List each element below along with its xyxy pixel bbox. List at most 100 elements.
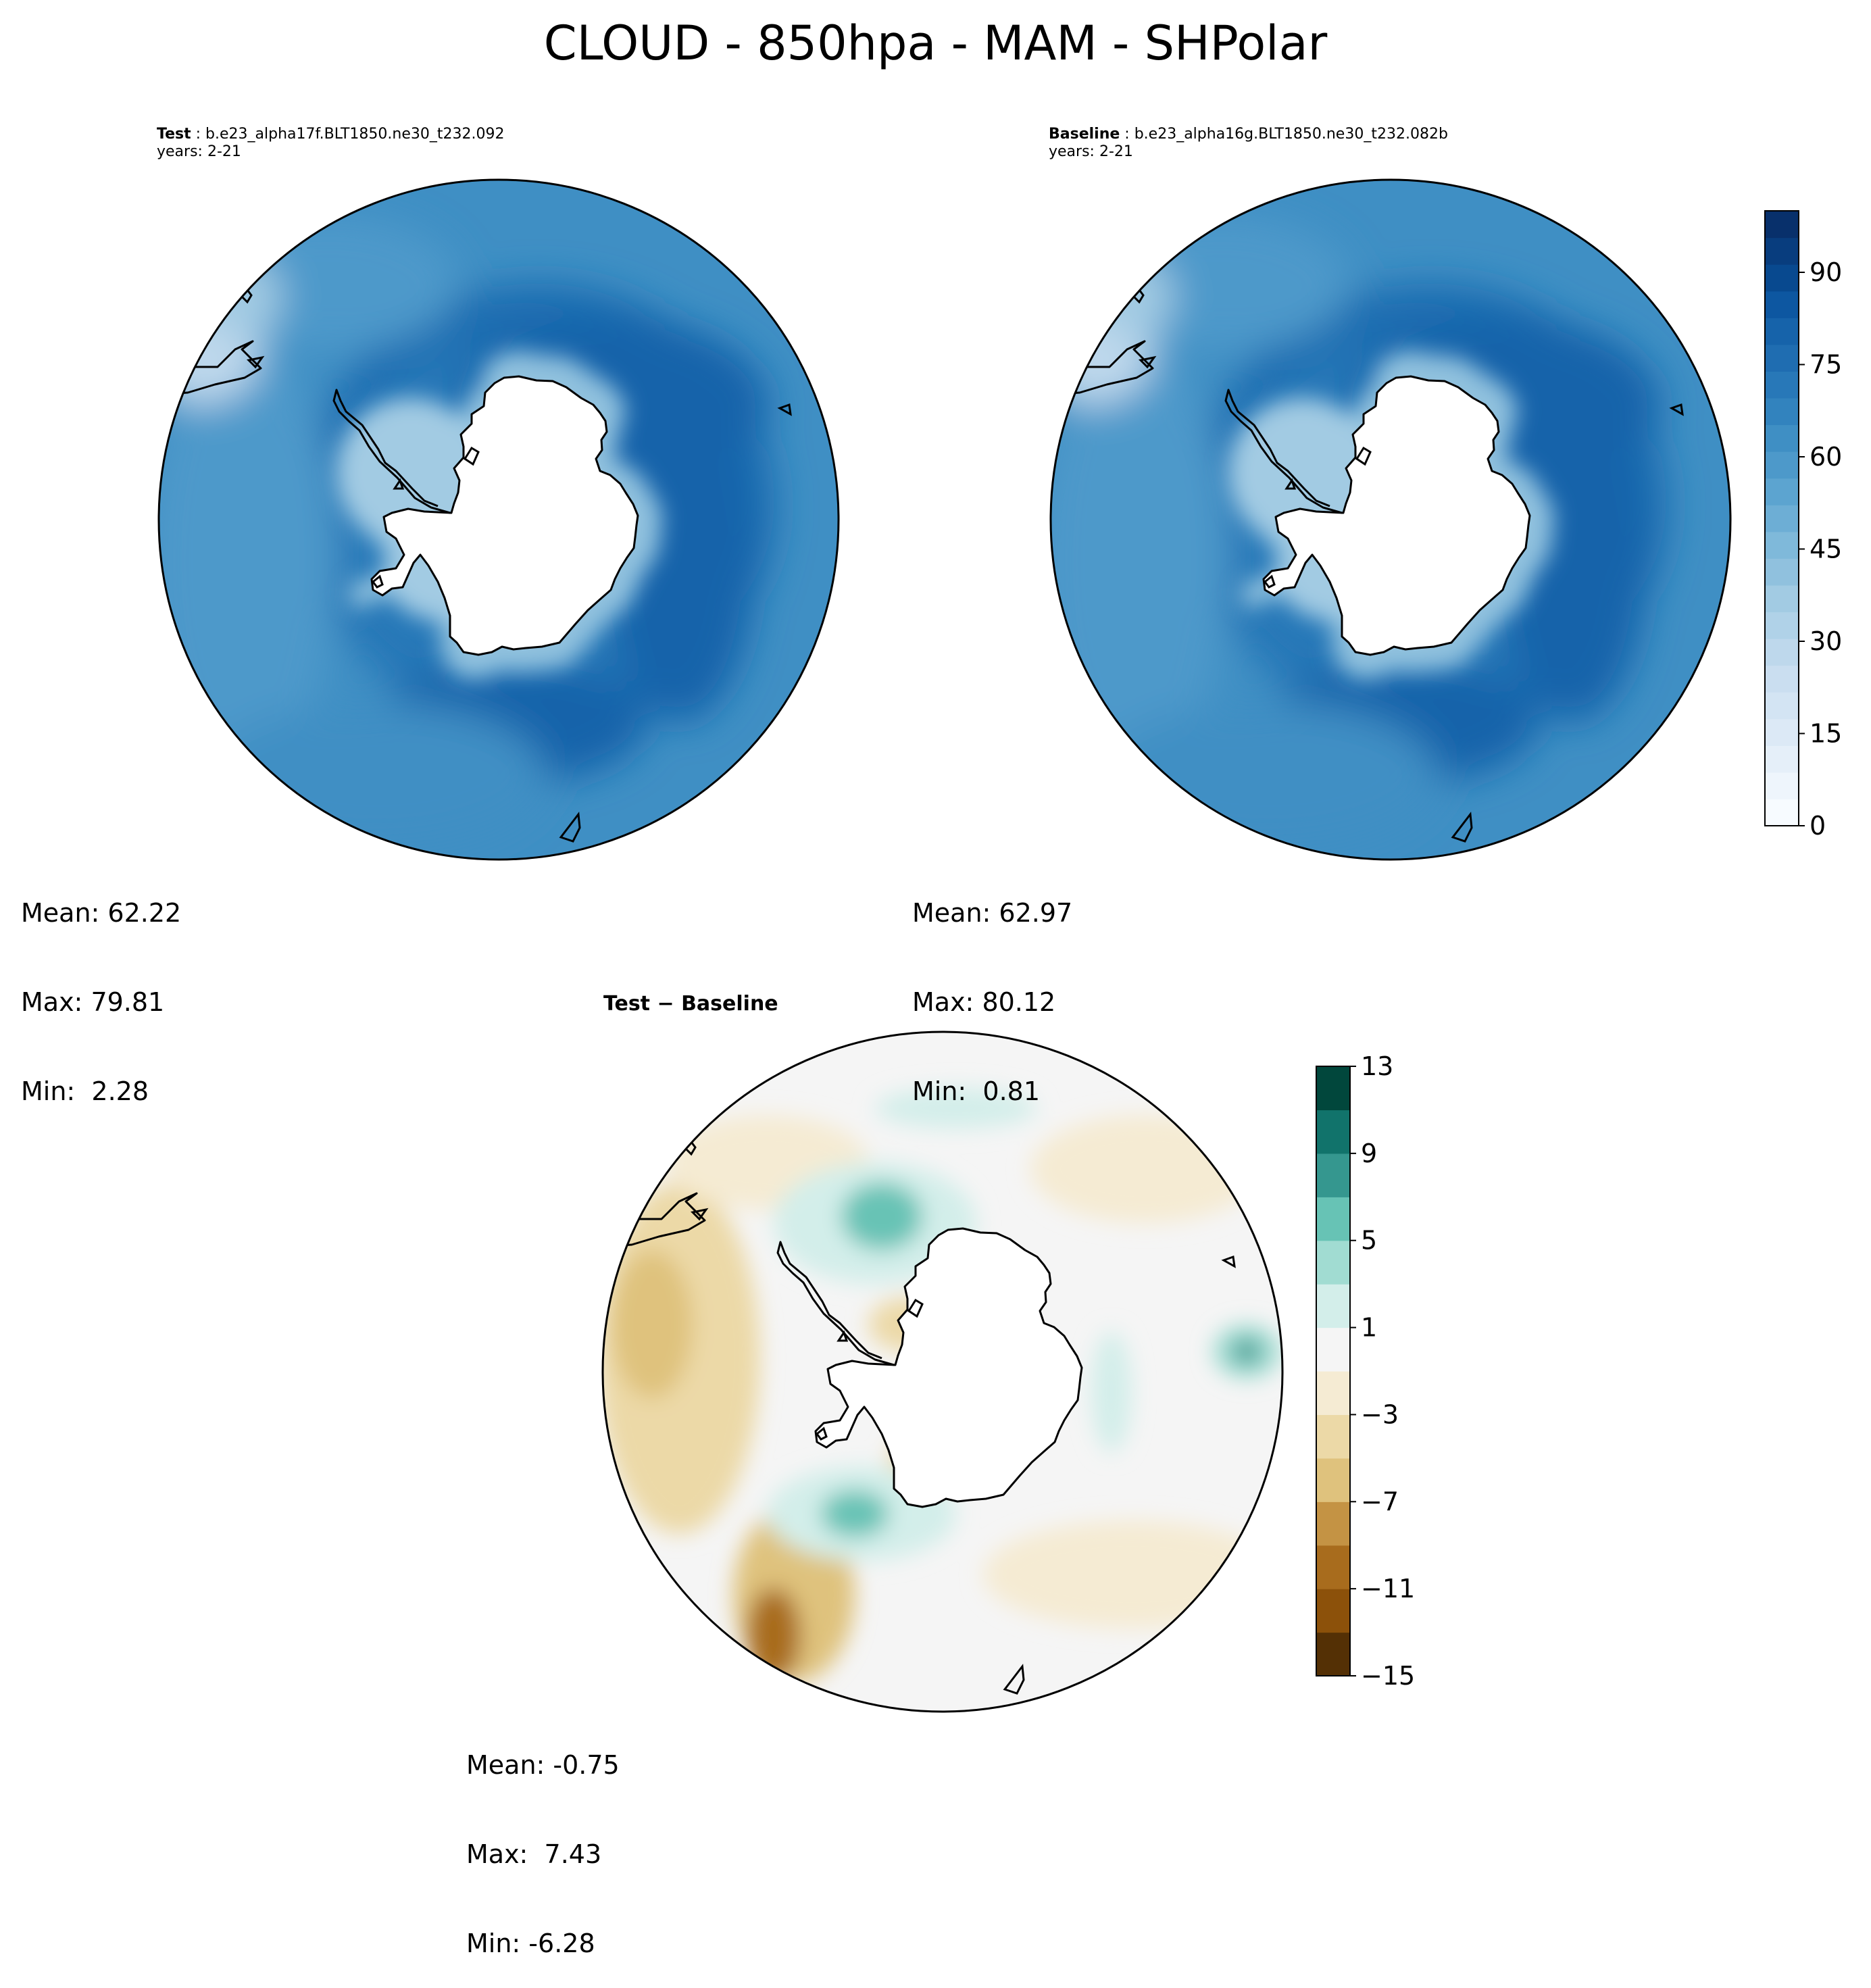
difference-peninsula-coastline bbox=[776, 1241, 895, 1366]
difference-colorbar-band-5 bbox=[1316, 1414, 1350, 1459]
difference-colorbar-tick-label: 1 bbox=[1361, 1313, 1377, 1343]
cloud-colorbar-band-22 bbox=[1765, 211, 1799, 239]
cloud-colorbar-band-8 bbox=[1765, 585, 1799, 613]
difference-small-land-2 bbox=[1221, 1255, 1236, 1268]
baseline-case-name: b.e23_alpha16g.BLT1850.ne30_t232.082b bbox=[1134, 126, 1448, 143]
test-label: Test bbox=[157, 126, 191, 143]
difference-colorbar-band-8 bbox=[1316, 1284, 1350, 1328]
cloud-colorbar-tick-label: 75 bbox=[1810, 350, 1842, 380]
baseline-mean: Mean: 62.97 bbox=[912, 898, 1073, 928]
difference-map bbox=[603, 1032, 1282, 1712]
cloud-colorbar-band-7 bbox=[1765, 612, 1799, 639]
difference-panel-title: Test − Baseline bbox=[603, 992, 778, 1016]
baseline-small-land-0 bbox=[1138, 355, 1157, 369]
test-peninsula-coastline bbox=[332, 389, 451, 514]
difference-neg-southeast bbox=[983, 1520, 1280, 1629]
difference-pos-north-core bbox=[841, 1183, 922, 1250]
cloud-colorbar-band-20 bbox=[1765, 264, 1799, 292]
test-case-name: b.e23_alpha17f.BLT1850.ne30_t232.092 bbox=[205, 126, 505, 143]
difference-small-land-0 bbox=[690, 1208, 709, 1221]
baseline-map-boundary bbox=[1049, 178, 1732, 861]
difference-colorbar-tick-label: −15 bbox=[1361, 1661, 1415, 1691]
baseline-stats: Mean: 62.97 Max: 80.12 Min: 0.81 bbox=[912, 839, 1072, 1136]
test-stats: Mean: 62.22 Max: 79.81 Min: 2.28 bbox=[21, 839, 181, 1136]
difference-colorbar: −15 −11 −7 −3 1 5 9 13 bbox=[1316, 1051, 1415, 1691]
test-small-land-2 bbox=[777, 403, 792, 416]
cloud-colorbar-tick-label: 45 bbox=[1810, 535, 1842, 564]
test-small-land-3 bbox=[559, 812, 581, 843]
baseline-min: Min: 0.81 bbox=[912, 1076, 1040, 1106]
difference-pos-south-core bbox=[821, 1490, 889, 1537]
cloud-colorbar-band-18 bbox=[1765, 318, 1799, 345]
cloud-colorbar-tick-label: 30 bbox=[1810, 626, 1842, 656]
difference-colorbar-band-13 bbox=[1316, 1066, 1350, 1111]
difference-island-0 bbox=[907, 1298, 924, 1318]
difference-colorbar-band-4 bbox=[1316, 1458, 1350, 1502]
difference-mean: Mean: -0.75 bbox=[466, 1750, 620, 1780]
cloud-colorbar-frame bbox=[1764, 210, 1799, 826]
difference-colorbar-tick-label: −7 bbox=[1361, 1487, 1399, 1516]
cloud-colorbar-tick-label: 90 bbox=[1810, 257, 1842, 287]
cloud-colorbar-band-12 bbox=[1765, 478, 1799, 505]
difference-colorbar-band-12 bbox=[1316, 1110, 1350, 1154]
cloud-colorbar-band-5 bbox=[1765, 665, 1799, 693]
difference-colorbar-band-0 bbox=[1316, 1632, 1350, 1676]
difference-colorbar-band-3 bbox=[1316, 1501, 1350, 1546]
difference-title-sep: − bbox=[650, 992, 682, 1016]
baseline-years: years: 2-21 bbox=[1049, 143, 1133, 160]
baseline-max-east bbox=[1499, 398, 1647, 722]
difference-pos-far-north bbox=[875, 1088, 1037, 1128]
baseline-panel-title: Baseline : b.e23_alpha16g.BLT1850.ne30_t… bbox=[1049, 126, 1448, 160]
difference-colorbar-band-9 bbox=[1316, 1240, 1350, 1285]
cloud-colorbar-band-2 bbox=[1765, 745, 1799, 773]
difference-pos-eastcoast bbox=[1091, 1331, 1132, 1453]
difference-title-test: Test bbox=[603, 992, 651, 1016]
baseline-island-1 bbox=[1284, 478, 1297, 490]
difference-colorbar-tick-label: −11 bbox=[1361, 1574, 1415, 1604]
difference-colorbar-band-2 bbox=[1316, 1545, 1350, 1589]
cloud-colorbar-band-11 bbox=[1765, 505, 1799, 532]
cloud-colorbar-band-4 bbox=[1765, 692, 1799, 720]
baseline-low-south bbox=[1100, 702, 1438, 851]
difference-island-2 bbox=[815, 1426, 828, 1441]
cloud-colorbar-band-9 bbox=[1765, 558, 1799, 586]
cloud-colorbar-tick-label: 15 bbox=[1810, 719, 1842, 749]
difference-colorbar-band-7 bbox=[1316, 1327, 1350, 1372]
cloud-colorbar-band-14 bbox=[1765, 424, 1799, 452]
difference-map-boundary bbox=[601, 1030, 1284, 1713]
difference-stats: Mean: -0.75 Max: 7.43 Min: -6.28 bbox=[466, 1691, 620, 1988]
cloud-colorbar-band-6 bbox=[1765, 639, 1799, 666]
cloud-colorbar-band-19 bbox=[1765, 291, 1799, 318]
cloud-colorbar: 0 15 30 45 60 75 90 bbox=[1764, 210, 1842, 841]
test-island-1 bbox=[393, 478, 405, 490]
test-halo-weddell bbox=[336, 398, 485, 547]
cloud-colorbar-band-15 bbox=[1765, 397, 1799, 426]
difference-max: Max: 7.43 bbox=[466, 1839, 602, 1869]
baseline-label: Baseline bbox=[1049, 126, 1120, 143]
cloud-colorbar-band-16 bbox=[1765, 371, 1799, 399]
baseline-small-land-2 bbox=[1669, 403, 1684, 416]
cloud-colorbar-band-17 bbox=[1765, 344, 1799, 372]
difference-colorbar-tick-label: 9 bbox=[1361, 1139, 1377, 1168]
test-island-0 bbox=[463, 446, 480, 466]
cloud-colorbar-band-21 bbox=[1765, 237, 1799, 265]
test-years: years: 2-21 bbox=[157, 143, 241, 160]
difference-colorbar-band-1 bbox=[1316, 1589, 1350, 1633]
difference-small-land-3 bbox=[1003, 1664, 1025, 1695]
test-small-land-0 bbox=[246, 355, 265, 369]
difference-colorbar-tick-label: −3 bbox=[1361, 1399, 1399, 1429]
test-panel-title: Test : b.e23_alpha17f.BLT1850.ne30_t232.… bbox=[157, 126, 505, 160]
test-min: Min: 2.28 bbox=[21, 1076, 149, 1106]
difference-colorbar-band-6 bbox=[1316, 1371, 1350, 1416]
difference-colorbar-frame bbox=[1316, 1066, 1351, 1676]
difference-min: Min: -6.28 bbox=[466, 1929, 595, 1958]
difference-island-1 bbox=[837, 1330, 849, 1342]
baseline-halo-weddell bbox=[1228, 398, 1377, 547]
difference-pos-east-core bbox=[1233, 1339, 1260, 1364]
cloud-colorbar-band-10 bbox=[1765, 531, 1799, 559]
cloud-colorbar-band-0 bbox=[1765, 799, 1799, 826]
cloud-colorbar-band-13 bbox=[1765, 451, 1799, 479]
difference-title-baseline: Baseline bbox=[681, 992, 778, 1016]
baseline-island-2 bbox=[1263, 574, 1276, 589]
